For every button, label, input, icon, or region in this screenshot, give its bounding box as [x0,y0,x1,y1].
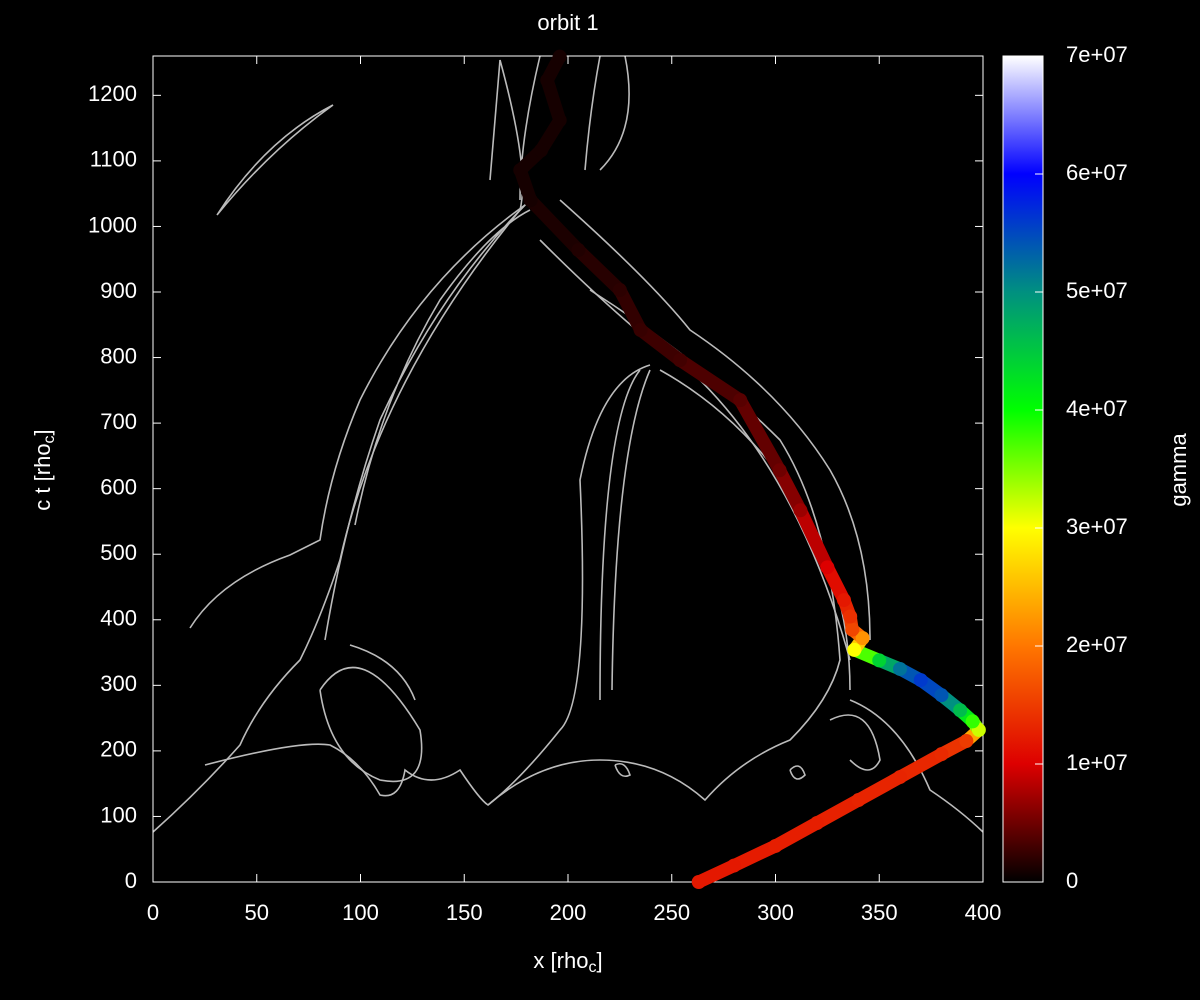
x-tick-label: 400 [965,900,1002,925]
y-axis-label: c t [rhoc] [30,429,58,510]
x-label-text: x [rho [533,948,588,973]
x-tick-label: 50 [245,900,269,925]
x-axis-label: x [rhoc] [533,948,602,976]
x-tick-label: 100 [342,900,379,925]
colorbar-tick-label: 3e+07 [1066,514,1128,539]
trajectory-segment [613,283,648,337]
trajectory-point [612,283,627,298]
trajectory-point [893,770,907,785]
x-tick-label: 250 [653,900,690,925]
y-label-text: c t [rho [30,443,55,510]
trajectory-segment [893,747,948,784]
x-tick-label: 200 [550,900,587,925]
y-tick-label: 1100 [90,147,137,172]
colorbar-label: gamma [1166,433,1191,507]
trajectory-point [872,653,887,668]
chart-title: orbit 1 [537,10,598,35]
y-tick-label: 1200 [88,81,137,106]
y-label-tail: ] [30,429,55,435]
colorbar-tick-label: 7e+07 [1066,42,1128,67]
contours [152,55,984,833]
trajectory-point [571,243,586,258]
y-tick-label: 800 [100,343,137,368]
trajectory [513,49,986,889]
trajectory-point [534,143,549,158]
trajectory-point [843,609,858,624]
colorbar-tick-label: 2e+07 [1066,632,1128,657]
x-tick-label: 150 [446,900,483,925]
trajectory-segment [634,323,687,367]
trajectory-point [965,714,980,729]
y-tick-label: 100 [100,802,137,827]
trajectory-segment [727,839,782,873]
trajectory-point [855,631,870,646]
x-label-sub: c [588,959,596,976]
y-tick-label: 0 [125,868,137,893]
y-label-sub: c [41,435,58,443]
trajectory-point [934,747,949,762]
colorbar [1002,55,1044,883]
colorbar-tick-label: 0 [1066,868,1078,893]
y-tick-label: 300 [100,671,137,696]
trajectory-point [934,688,949,703]
trajectory-segment [769,816,824,853]
trajectory-segment [852,770,907,807]
trajectory-point [893,661,907,676]
colorbar-tick-label: 1e+07 [1066,750,1128,775]
trajectory-point [953,703,968,718]
trajectory-segment [773,463,807,517]
trajectory-point [847,642,862,657]
trajectory-point [845,622,860,637]
trajectory-segment [524,193,585,257]
colorbar-tick-label: 5e+07 [1066,278,1128,303]
y-tick-label: 900 [100,278,137,303]
x-tick-label: 300 [757,900,794,925]
y-tick-label: 500 [100,540,137,565]
trajectory-segment [793,503,834,574]
y-tick-label: 1000 [88,212,137,237]
trajectory-point [810,816,824,830]
colorbar-tick-label: 4e+07 [1066,396,1128,421]
plot-frame [152,55,984,883]
trajectory-segment [733,393,787,477]
trajectory-point [552,113,567,128]
trajectory-point [513,163,528,178]
trajectory-point [959,734,974,749]
trajectory-point [552,49,567,64]
trajectory-point [733,393,748,408]
trajectory-point [691,875,706,889]
x-tick-label: 0 [147,900,159,925]
y-tick-label: 400 [100,606,137,631]
trajectory-segment [571,243,627,297]
trajectory-point [793,503,808,518]
trajectory-point [913,673,928,688]
trajectory-point [851,793,866,808]
y-tick-label: 700 [100,409,137,434]
trajectory-point [673,353,688,368]
y-tick-label: 200 [100,737,137,762]
x-label-tail: ] [596,948,602,973]
trajectory-point [523,193,538,208]
trajectory-point [727,858,741,873]
trajectory-point [768,838,783,853]
trajectory-point [772,463,787,478]
y-tick-label: 600 [100,474,137,499]
trajectory-point [540,73,555,88]
trajectory-point [820,560,835,575]
trajectory-segment [810,793,865,830]
trajectory-point [633,323,648,338]
colorbar-tick-label: 6e+07 [1066,160,1128,185]
x-tick-label: 350 [861,900,898,925]
trajectory-point [836,593,851,608]
trajectory-segment [673,353,747,407]
